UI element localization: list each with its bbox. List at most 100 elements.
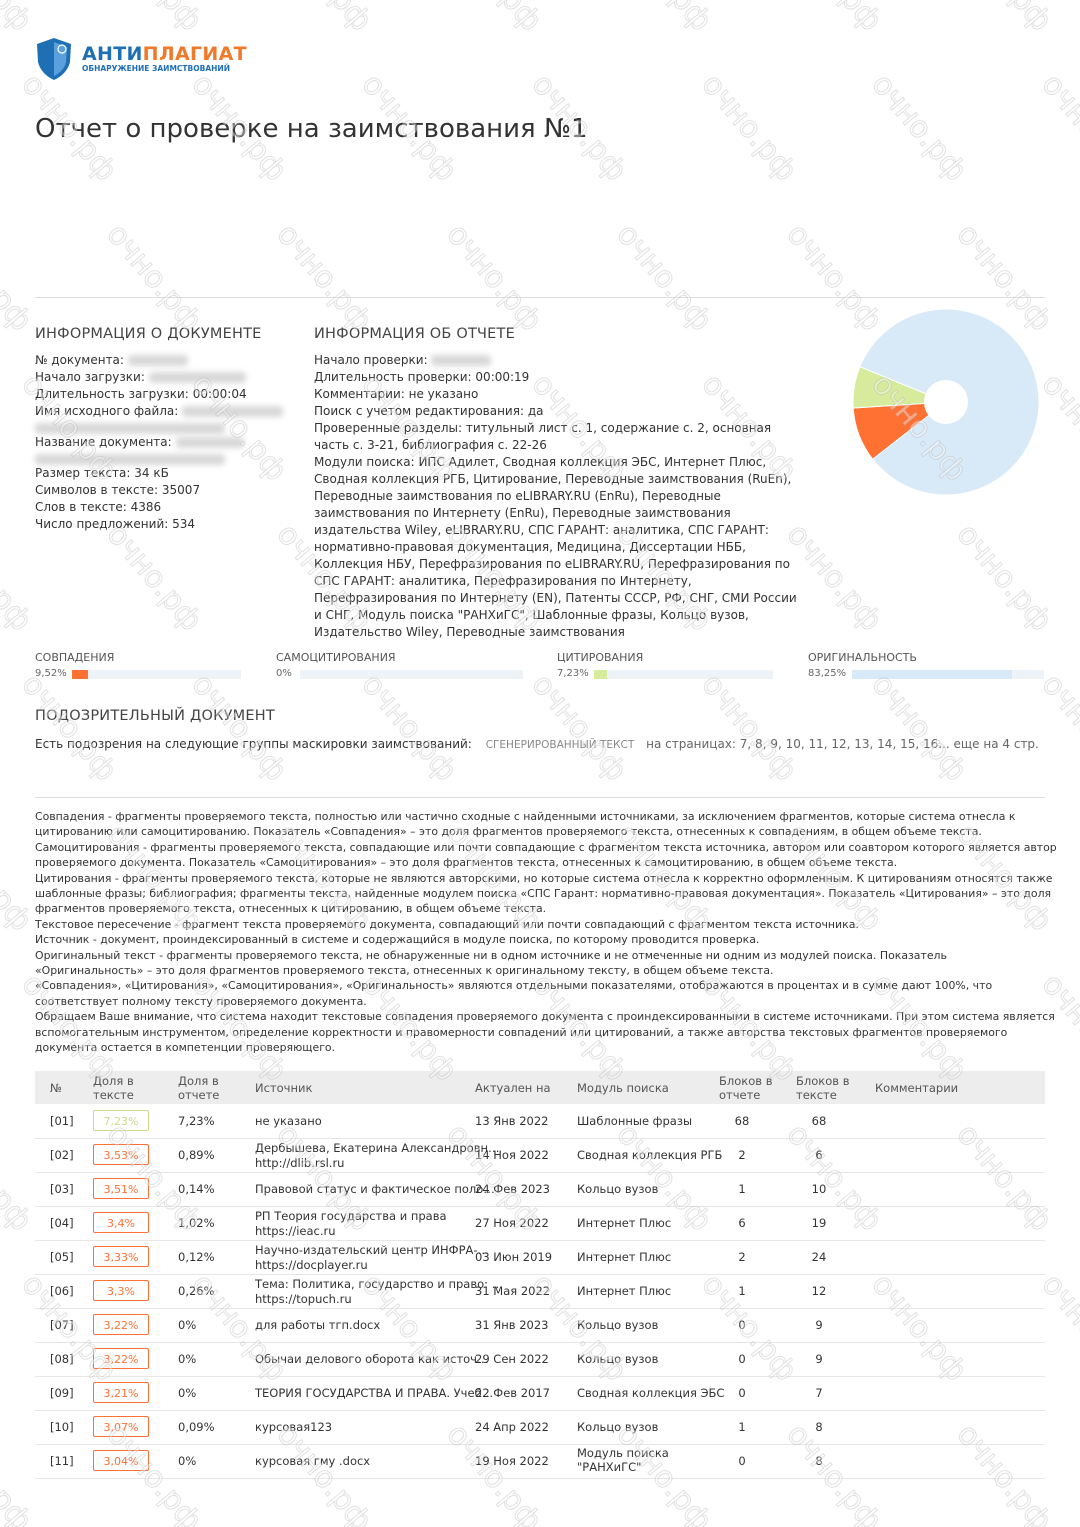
source-link[interactable]: https://topuch.ru <box>255 1292 352 1306</box>
table-header: Модуль поиска <box>577 1081 669 1095</box>
field-value: не указано <box>408 387 479 401</box>
info-field: Имя исходного файла: <box>35 403 295 434</box>
date: 22 Фев 2017 <box>475 1386 550 1400</box>
definition: Текстовое пересечение - фрагмент текста … <box>35 917 859 931</box>
source-link[interactable]: https://ieac.ru <box>255 1224 336 1238</box>
share-report: 0,12% <box>178 1250 215 1264</box>
blocks-text: 9 <box>815 1352 823 1366</box>
field-label: Название документа: <box>35 435 172 449</box>
field-label: Слов в тексте: <box>35 500 127 514</box>
table-header: Доля в отчете <box>178 1074 220 1102</box>
blocks-report: 0 <box>738 1454 746 1468</box>
module: Кольцо вузов <box>577 1318 659 1332</box>
share-text: 3,4% <box>93 1212 149 1233</box>
info-field: Начало проверки: <box>314 352 802 369</box>
suspicious-text: Есть подозрения на следующие группы маск… <box>35 737 472 751</box>
redacted <box>35 454 225 465</box>
date: 31 Янв 2023 <box>475 1318 549 1332</box>
stat-value: 9,52% <box>35 668 67 679</box>
blocks-report: 0 <box>738 1352 746 1366</box>
blocks-report: 68 <box>734 1114 750 1128</box>
watermark: очно.рф <box>354 667 464 789</box>
report-title: Отчет о проверке на заимствования №1 <box>35 114 588 144</box>
redacted <box>127 355 188 366</box>
table-row: [01] 7,23% 7,23% не указано 13 Янв 2022 Шабло… <box>35 1104 1045 1139</box>
table-header: Блоков в тексте <box>796 1074 850 1102</box>
field-label: Комментарии: <box>314 387 405 401</box>
share-text: 3,21% <box>93 1382 149 1403</box>
stat-label: ЦИТИРОВАНИЯ <box>557 651 644 664</box>
definition: Обращаем Ваше внимание, что система нахо… <box>35 1010 1055 1055</box>
blocks-text: 10 <box>811 1182 827 1196</box>
source: Тема: Политика, государство и право: … <box>255 1277 504 1291</box>
date: 31 Мая 2022 <box>475 1284 551 1298</box>
stat-bar <box>852 670 1012 679</box>
definition: Совпадения - фрагменты проверяемого текс… <box>35 810 1016 839</box>
table-row: [11] 3,04% 0% курсовая гму .docx 19 Ноя 2022… <box>35 1444 1045 1479</box>
table-header: Комментарии <box>875 1081 959 1095</box>
source: Обычаи делового оборота как источ… <box>255 1352 489 1366</box>
doc-info-heading: ИНФОРМАЦИЯ О ДОКУМЕНТЕ <box>35 326 262 342</box>
source-link[interactable]: http://dlib.rsl.ru <box>255 1156 345 1170</box>
stat-track <box>852 670 1044 679</box>
info-field: Размер текста: 34 кБ <box>35 465 295 482</box>
stat-value: 7,23% <box>557 668 589 679</box>
field-value: ИПС Адилет, Сводная коллекция ЭБС, Интер… <box>314 455 797 639</box>
watermark: очно.рф <box>0 1417 39 1527</box>
module: Интернет Плюс <box>577 1284 672 1298</box>
stat-bar <box>72 670 89 679</box>
blocks-report: 2 <box>738 1250 746 1264</box>
stat-bar <box>594 670 607 679</box>
field-value: 34 кБ <box>134 466 169 480</box>
field-label: Длительность проверки: <box>314 370 472 384</box>
row-number: [02] <box>50 1148 74 1162</box>
watermark: очно.рф <box>0 217 39 339</box>
field-value: 4386 <box>130 500 162 514</box>
field-label: Модули поиска: <box>314 455 415 469</box>
watermark: очно.рф <box>99 0 209 38</box>
row-number: [04] <box>50 1216 74 1230</box>
table-row: [03] 3,51% 0,14% Правовой статус и фактичес… <box>35 1172 1045 1207</box>
suspicious-tag: СГЕНЕРИРОВАННЫЙ ТЕКСТ <box>485 739 635 751</box>
blocks-text: 24 <box>811 1250 827 1264</box>
date: 27 Ноя 2022 <box>475 1216 549 1230</box>
watermark: очно.рф <box>439 0 549 38</box>
stat-value: 0% <box>276 668 292 679</box>
module: Сводная коллекция ЭБС <box>577 1386 725 1400</box>
watermark: очно.рф <box>609 0 719 38</box>
share-report: 0% <box>178 1318 197 1332</box>
watermark: очно.рф <box>949 0 1059 38</box>
stat-track <box>300 670 523 679</box>
watermark: очно.рф <box>864 667 974 789</box>
redacted <box>148 372 246 383</box>
row-number: [01] <box>50 1114 74 1128</box>
redacted <box>431 355 492 366</box>
share-text: 3,3% <box>93 1280 149 1301</box>
watermark: очно.рф <box>99 217 209 339</box>
redacted <box>175 437 244 448</box>
watermark: очно.рф <box>184 667 294 789</box>
table-header: Актуален на <box>475 1081 551 1095</box>
date: 24 Фев 2023 <box>475 1182 550 1196</box>
table-header-bg <box>35 1071 1045 1104</box>
share-report: 0,09% <box>178 1420 215 1434</box>
blocks-text: 19 <box>811 1216 827 1230</box>
module: Интернет Плюс <box>577 1250 672 1264</box>
field-label: Начало загрузки: <box>35 370 145 384</box>
row-number: [10] <box>50 1420 74 1434</box>
logo-tagline: ОБНАРУЖЕНИЕ ЗАИМСТВОВАНИЙ <box>82 64 230 73</box>
definition: Самоцитирования - фрагменты проверяемого… <box>35 840 1057 870</box>
table-row: [05] 3,33% 0,12% Научно-издательский центр … <box>35 1240 1045 1275</box>
source: Правовой статус и фактическое поло… <box>255 1182 495 1196</box>
table-row: [10] 3,07% 0,09% курсовая123 24 Апр 2022 Коль… <box>35 1410 1045 1445</box>
share-report: 0,14% <box>178 1182 215 1196</box>
field-value: 35007 <box>161 483 201 497</box>
source-link[interactable]: https://docplayer.ru <box>255 1258 368 1272</box>
table-row: [08] 3,22% 0% Обычаи делового оборота как и… <box>35 1342 1045 1377</box>
blocks-text: 9 <box>815 1318 823 1332</box>
source: ТЕОРИЯ ГОСУДАРСТВА И ПРАВА. Учеб… <box>255 1386 494 1400</box>
field-label: Символов в тексте: <box>35 483 159 497</box>
field-value: 534 <box>172 517 196 531</box>
module: Сводная коллекция РГБ <box>577 1148 723 1162</box>
